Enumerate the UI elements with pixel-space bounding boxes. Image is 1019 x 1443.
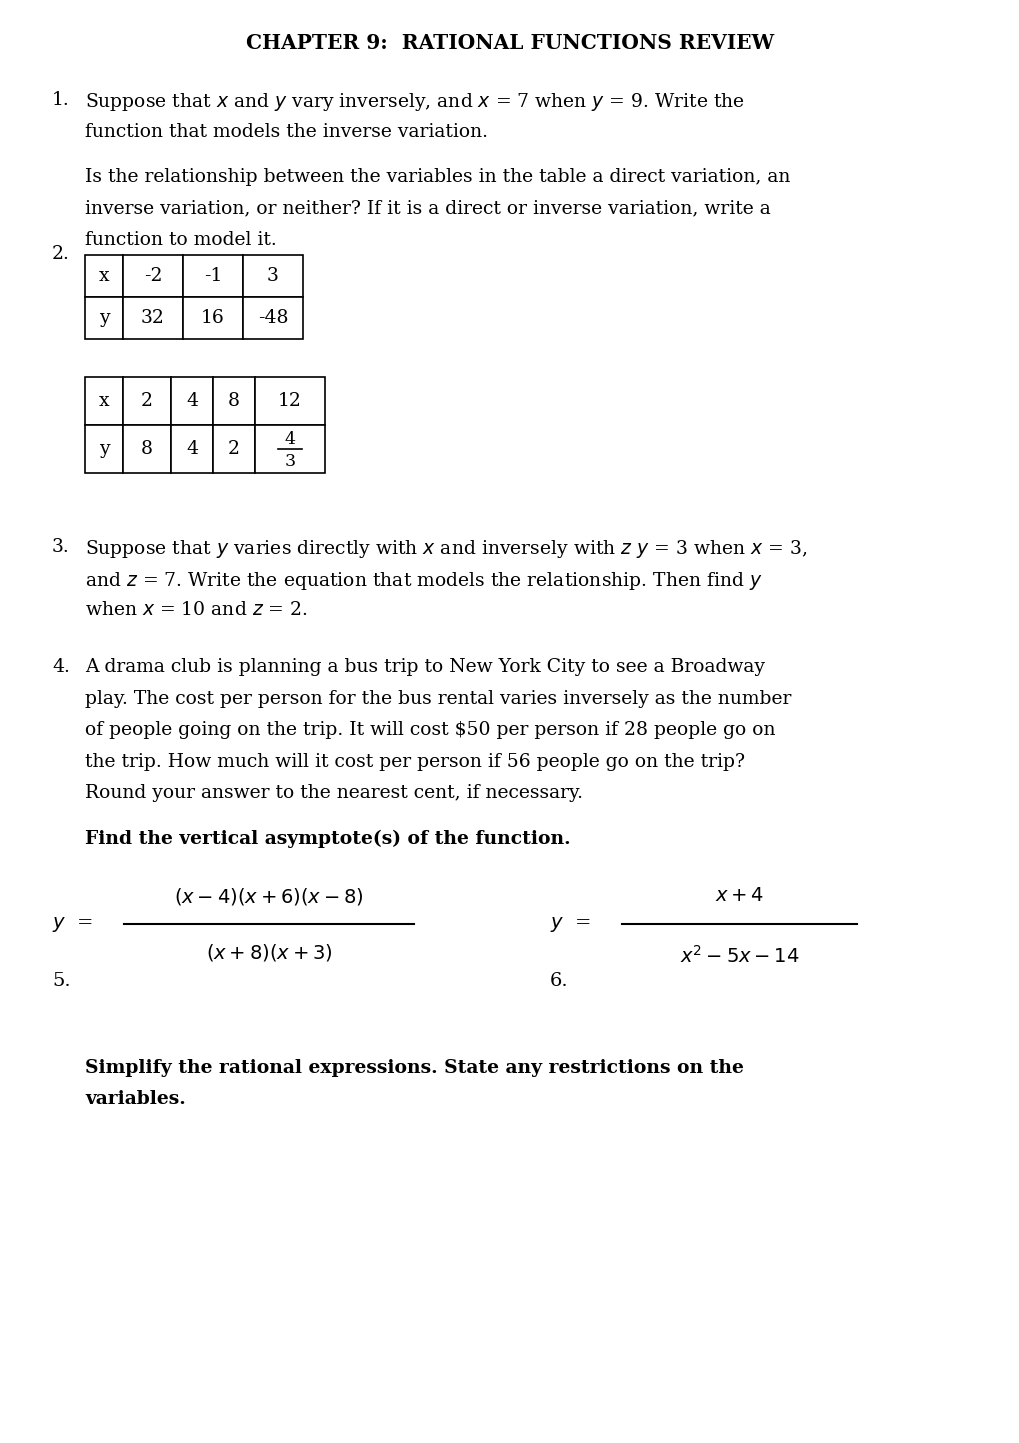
Text: 32: 32 xyxy=(141,309,165,328)
Bar xyxy=(123,426,171,473)
Text: Is the relationship between the variables in the table a direct variation, an: Is the relationship between the variable… xyxy=(85,167,790,186)
Text: the trip. How much will it cost per person if 56 people go on the trip?: the trip. How much will it cost per pers… xyxy=(85,752,744,771)
Text: Simplify the rational expressions. State any restrictions on the: Simplify the rational expressions. State… xyxy=(85,1059,743,1076)
Text: 2.: 2. xyxy=(52,245,70,263)
Text: and $z$ = 7. Write the equation that models the relationship. Then find $y$: and $z$ = 7. Write the equation that mod… xyxy=(85,570,762,592)
Text: 2: 2 xyxy=(228,440,239,457)
Text: when $x$ = 10 and $z$ = 2.: when $x$ = 10 and $z$ = 2. xyxy=(85,600,308,619)
Text: $x + 4$: $x + 4$ xyxy=(714,887,763,905)
Text: -2: -2 xyxy=(144,267,162,286)
Text: A drama club is planning a bus trip to New York City to see a Broadway: A drama club is planning a bus trip to N… xyxy=(85,658,764,675)
Text: y: y xyxy=(99,440,109,457)
Text: play. The cost per person for the bus rental varies inversely as the number: play. The cost per person for the bus re… xyxy=(85,690,791,707)
Text: 5.: 5. xyxy=(52,973,70,990)
Text: 12: 12 xyxy=(278,392,302,410)
Bar xyxy=(85,377,123,426)
Text: Round your answer to the nearest cent, if necessary.: Round your answer to the nearest cent, i… xyxy=(85,784,583,802)
Bar xyxy=(213,426,255,473)
Bar xyxy=(213,377,255,426)
Text: 3: 3 xyxy=(284,453,296,469)
Text: $y$  =: $y$ = xyxy=(549,915,590,934)
Text: Suppose that $y$ varies directly with $x$ and inversely with $z$ $y$ = 3 when $x: Suppose that $y$ varies directly with $x… xyxy=(85,538,806,560)
Bar xyxy=(171,426,213,473)
Text: -1: -1 xyxy=(204,267,222,286)
Bar xyxy=(171,377,213,426)
Bar xyxy=(123,297,182,339)
Text: CHAPTER 9:  RATIONAL FUNCTIONS REVIEW: CHAPTER 9: RATIONAL FUNCTIONS REVIEW xyxy=(246,33,773,53)
Bar xyxy=(255,426,325,473)
Text: 1.: 1. xyxy=(52,91,69,110)
Bar xyxy=(255,377,325,426)
Text: x: x xyxy=(99,267,109,286)
Text: 3: 3 xyxy=(267,267,278,286)
Text: 3.: 3. xyxy=(52,538,69,556)
Bar xyxy=(243,255,303,297)
Bar xyxy=(182,297,243,339)
Text: $y$  =: $y$ = xyxy=(52,915,93,934)
Bar xyxy=(85,426,123,473)
Bar xyxy=(123,377,171,426)
Text: $(x + 8)(x + 3)$: $(x + 8)(x + 3)$ xyxy=(206,941,332,962)
Text: 16: 16 xyxy=(201,309,224,328)
Text: of people going on the trip. It will cost $50 per person if 28 people go on: of people going on the trip. It will cos… xyxy=(85,722,774,739)
Text: function to model it.: function to model it. xyxy=(85,231,276,250)
Text: $x^2 - 5x - 14$: $x^2 - 5x - 14$ xyxy=(679,945,799,967)
Bar xyxy=(85,255,123,297)
Bar xyxy=(123,255,182,297)
Text: Suppose that $x$ and $y$ vary inversely, and $x$ = 7 when $y$ = 9. Write the: Suppose that $x$ and $y$ vary inversely,… xyxy=(85,91,744,113)
Text: Find the vertical asymptote(s) of the function.: Find the vertical asymptote(s) of the fu… xyxy=(85,830,570,848)
Text: 6.: 6. xyxy=(549,973,568,990)
Bar xyxy=(243,297,303,339)
Text: 8: 8 xyxy=(141,440,153,457)
Text: $(x - 4)(x + 6)(x - 8)$: $(x - 4)(x + 6)(x - 8)$ xyxy=(174,886,364,906)
Text: x: x xyxy=(99,392,109,410)
Text: 4.: 4. xyxy=(52,658,70,675)
Bar xyxy=(85,297,123,339)
Text: function that models the inverse variation.: function that models the inverse variati… xyxy=(85,123,487,140)
Text: 8: 8 xyxy=(228,392,239,410)
Text: y: y xyxy=(99,309,109,328)
Text: -48: -48 xyxy=(258,309,288,328)
Text: 4: 4 xyxy=(185,392,198,410)
Text: 4: 4 xyxy=(284,430,296,447)
Text: 2: 2 xyxy=(141,392,153,410)
Text: inverse variation, or neither? If it is a direct or inverse variation, write a: inverse variation, or neither? If it is … xyxy=(85,199,770,218)
Text: 4: 4 xyxy=(185,440,198,457)
Text: variables.: variables. xyxy=(85,1091,185,1108)
Bar xyxy=(182,255,243,297)
